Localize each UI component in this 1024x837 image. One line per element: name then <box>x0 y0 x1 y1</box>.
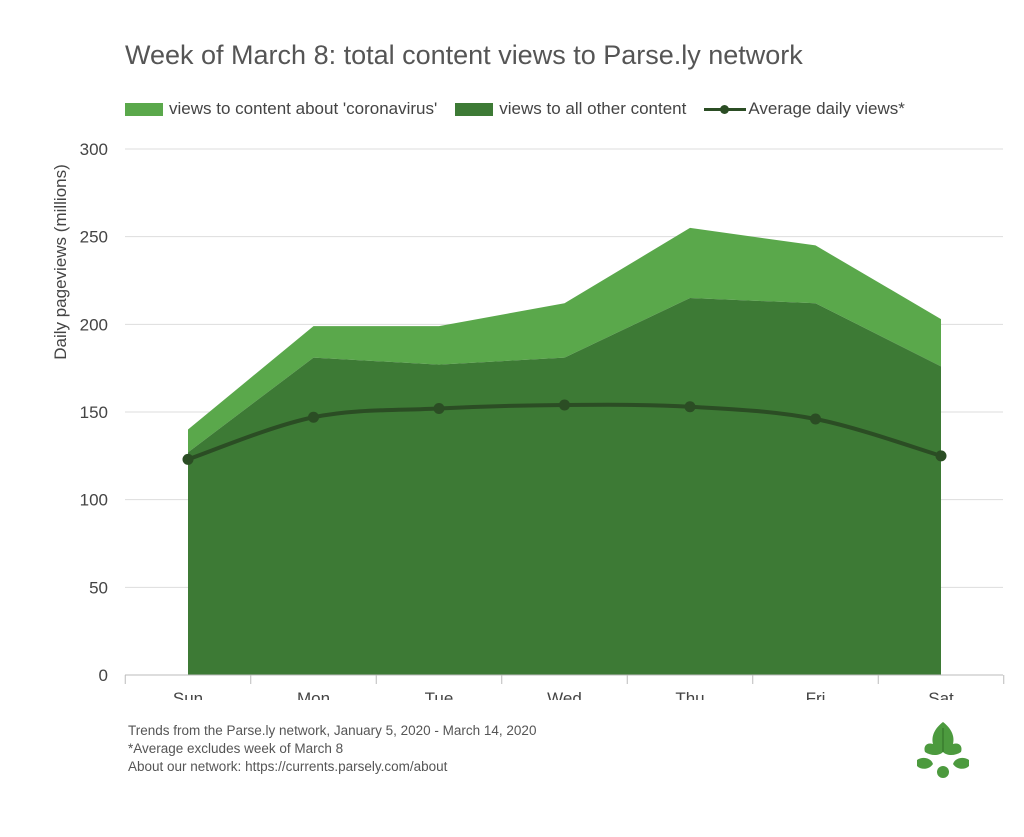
average-point-sat <box>935 450 947 462</box>
legend-item-average: Average daily views* <box>704 99 905 119</box>
average-point-mon <box>308 411 319 423</box>
average-point-fri <box>810 413 821 425</box>
chart-footer: Trends from the Parse.ly network, Januar… <box>128 722 536 776</box>
average-point-tue <box>433 402 445 414</box>
legend-item-coronavirus: views to content about 'coronavirus' <box>125 99 437 119</box>
legend-swatch-other-content <box>455 102 494 116</box>
area-series <box>188 227 941 675</box>
legend-label-average: Average daily views* <box>748 99 905 118</box>
y-tick-label-200: 200 <box>80 315 108 334</box>
legend-swatch-average <box>704 103 747 116</box>
legend-swatch-coronavirus <box>125 102 163 116</box>
x-tick-label-fri: Fri <box>806 689 826 700</box>
average-point-thu <box>684 401 696 413</box>
legend-item-other-content: views to all other content <box>455 99 686 119</box>
x-tick-label-mon: Mon <box>297 689 330 700</box>
footer-note: *Average excludes week of March 8 <box>128 741 344 756</box>
tick-labels: 0 50 100 150 200 250 300 Sun Mon Tue Wed Thu Fri Sat <box>80 140 954 700</box>
y-tick-label-300: 300 <box>80 140 108 159</box>
axes <box>124 674 1005 684</box>
y-tick-label-150: 150 <box>80 403 108 422</box>
x-tick-label-sat: Sat <box>928 689 954 700</box>
y-tick-label-100: 100 <box>80 491 108 510</box>
area-other-content <box>188 298 941 675</box>
footer-source: Trends from the Parse.ly network, Januar… <box>128 723 537 738</box>
y-tick-label-50: 50 <box>89 578 108 597</box>
x-tick-label-wed: Wed <box>547 689 582 700</box>
area-coronavirus <box>188 227 941 453</box>
average-point-sun <box>182 453 194 465</box>
chart-legend: views to content about 'coronavirus' vie… <box>125 98 923 120</box>
average-line-series <box>182 399 947 465</box>
x-tick-label-thu: Thu <box>675 689 704 700</box>
legend-label-coronavirus: views to content about 'coronavirus' <box>169 99 438 118</box>
legend-label-other-content: views to all other content <box>499 99 687 118</box>
footer-about-link[interactable]: About our network: https://currents.pars… <box>128 759 448 774</box>
parsely-leaf-logo-icon <box>913 720 973 785</box>
x-tick-label-tue: Tue <box>425 689 454 700</box>
y-tick-label-0: 0 <box>99 666 108 685</box>
y-tick-label-250: 250 <box>80 228 108 247</box>
chart-title: Week of March 8: total content views to … <box>125 40 803 70</box>
x-tick-label-sun: Sun <box>173 689 203 700</box>
average-point-wed <box>559 399 570 411</box>
y-axis-label: Daily pageviews (millions) <box>51 164 70 360</box>
